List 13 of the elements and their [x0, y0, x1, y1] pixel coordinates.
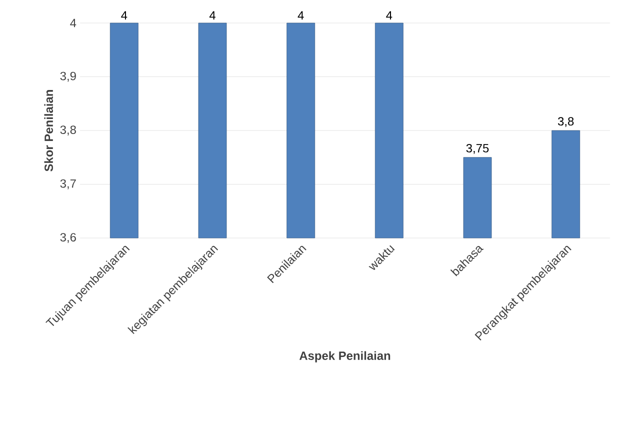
y-tick-label: 3,6 [60, 233, 76, 243]
y-tick-label: 3,8 [60, 126, 76, 136]
data-label: 4 [298, 11, 304, 20]
data-label: 4 [209, 11, 216, 20]
data-label: 4 [121, 11, 128, 20]
y-tick-label: 3,9 [60, 72, 76, 82]
data-label: 3,75 [466, 144, 489, 154]
y-axis-title: Skor Penilaian [44, 90, 54, 172]
data-label: 3,8 [558, 117, 574, 127]
y-tick-label: 4 [70, 18, 76, 28]
y-tick-label: 3,7 [60, 179, 76, 190]
x-axis-title: Aspek Penilaian [299, 351, 390, 362]
data-label: 4 [386, 11, 392, 20]
